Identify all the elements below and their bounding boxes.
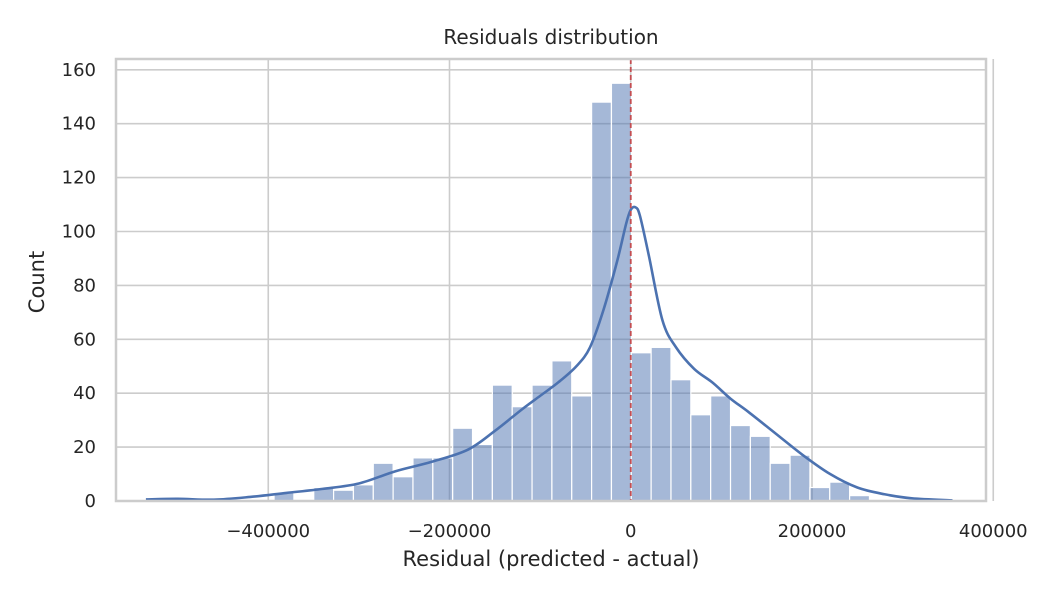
- histogram-bar: [471, 443, 493, 502]
- y-tick-label: 140: [62, 114, 96, 135]
- kde-layer: [145, 205, 953, 502]
- y-axis-label: Count: [25, 251, 49, 313]
- y-tick-labels: 0 20 40 60 80 100 120 140 160: [62, 60, 96, 512]
- histogram-bar: [452, 427, 474, 502]
- histogram-bar: [690, 414, 712, 502]
- histogram-bar: [432, 457, 454, 502]
- y-tick-label: 100: [62, 221, 96, 242]
- histogram-bar: [809, 486, 831, 502]
- histogram-bar: [590, 101, 613, 502]
- kde-curve: [145, 205, 953, 502]
- y-tick-label: 0: [85, 491, 96, 512]
- histogram-bar: [729, 424, 751, 502]
- y-tick-label: 80: [73, 275, 96, 296]
- histogram-bar: [531, 384, 553, 502]
- y-tick-label: 160: [62, 60, 96, 81]
- histogram-bar: [710, 395, 732, 502]
- y-tick-label: 40: [73, 383, 96, 404]
- y-tick-label: 120: [62, 168, 96, 189]
- y-tick-label: 60: [73, 329, 96, 350]
- y-tick-label: 20: [73, 437, 96, 458]
- x-tick-label: 400000: [959, 521, 1028, 542]
- histogram-bar: [749, 435, 771, 502]
- plot-frame: [114, 57, 988, 503]
- histogram-bar: [551, 360, 573, 502]
- x-tick-label: 200000: [778, 521, 847, 542]
- histogram-bar: [511, 406, 533, 502]
- histogram-bar: [571, 395, 593, 502]
- x-tick-labels: −400000 −200000 0 200000 400000: [226, 521, 1027, 542]
- histogram-bar: [670, 379, 692, 502]
- histogram-bar: [392, 476, 414, 502]
- bar-layer: [154, 82, 871, 502]
- x-tick-label: 0: [625, 521, 636, 542]
- histogram-bar: [491, 384, 513, 502]
- histogram-bar: [372, 462, 394, 502]
- chart-title: Residuals distribution: [443, 25, 658, 49]
- histogram-bar: [829, 481, 851, 502]
- histogram-bar: [650, 346, 672, 502]
- histogram-bar: [352, 484, 374, 502]
- histogram-bar: [789, 454, 811, 502]
- histogram-bar: [332, 489, 355, 502]
- histogram-bar: [769, 462, 791, 502]
- x-tick-label: −200000: [408, 521, 492, 542]
- histogram-bar: [630, 352, 652, 502]
- x-axis-label: Residual (predicted - actual): [403, 547, 700, 571]
- histogram-bar: [610, 82, 632, 502]
- x-tick-label: −400000: [226, 521, 310, 542]
